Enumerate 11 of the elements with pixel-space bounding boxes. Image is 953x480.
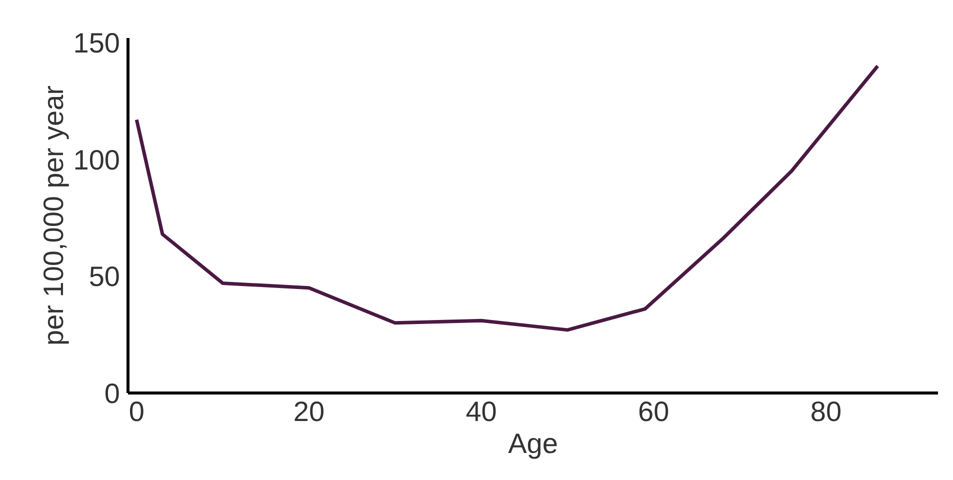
y-tick-label: 150 <box>73 28 120 59</box>
x-tick-label: 0 <box>128 396 144 427</box>
y-tick-label: 100 <box>73 144 120 176</box>
x-axis-title: Age <box>508 428 558 459</box>
x-tick-label: 60 <box>638 396 670 427</box>
x-tick-label: 40 <box>466 396 497 427</box>
x-tick-label: 20 <box>293 396 325 427</box>
line-series <box>134 64 880 332</box>
y-tick-label: 50 <box>88 261 120 292</box>
y-axis-title: per 100,000 per year <box>38 86 69 346</box>
x-tick-label: 80 <box>810 396 842 427</box>
